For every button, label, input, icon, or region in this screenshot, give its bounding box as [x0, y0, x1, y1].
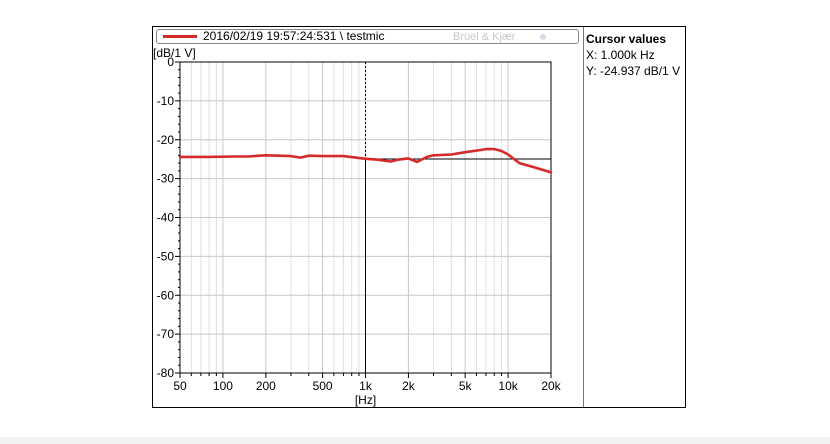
- y-tick-label: -10: [157, 94, 175, 108]
- x-tick-label: 1k: [359, 379, 373, 393]
- cursor-values-title: Cursor values: [586, 32, 667, 46]
- x-tick-label: 500: [313, 379, 333, 393]
- y-tick-label: -80: [157, 366, 175, 380]
- brand-watermark: Brüel & Kjær: [453, 31, 516, 43]
- legend[interactable]: 2016/02/19 19:57:24:531 \ testmic Brüel …: [156, 29, 579, 44]
- x-tick-label: 10k: [498, 379, 518, 393]
- x-tick-label: 100: [213, 379, 233, 393]
- y-tick-label: -70: [157, 327, 175, 341]
- y-tick-label: -20: [157, 133, 175, 147]
- y-tick-label: -50: [157, 249, 175, 263]
- x-tick-label: 20k: [541, 379, 561, 393]
- cursor-y-value: Y: -24.937 dB/1 V: [586, 64, 681, 78]
- x-tick-label: 200: [256, 379, 276, 393]
- brand-logo-icon: [540, 34, 546, 40]
- x-tick-label: 2k: [402, 379, 416, 393]
- y-tick-label: -30: [157, 172, 175, 186]
- cursor-x-value: X: 1.000k Hz: [586, 48, 655, 62]
- legend-label: 2016/02/19 19:57:24:531 \ testmic: [203, 29, 385, 43]
- panel-divider: [583, 27, 584, 407]
- y-tick-label: -60: [157, 288, 175, 302]
- series-line: [178, 147, 553, 174]
- x-tick-label: 5k: [459, 379, 473, 393]
- page-bottom-band: [0, 437, 830, 444]
- x-axis-label: [Hz]: [355, 393, 376, 407]
- y-axis-label: [dB/1 V]: [153, 46, 196, 60]
- y-tick-label: 0: [167, 55, 174, 69]
- x-tick-label: 50: [173, 379, 187, 393]
- y-tick-label: -40: [157, 211, 175, 225]
- legend-swatch: [163, 35, 197, 38]
